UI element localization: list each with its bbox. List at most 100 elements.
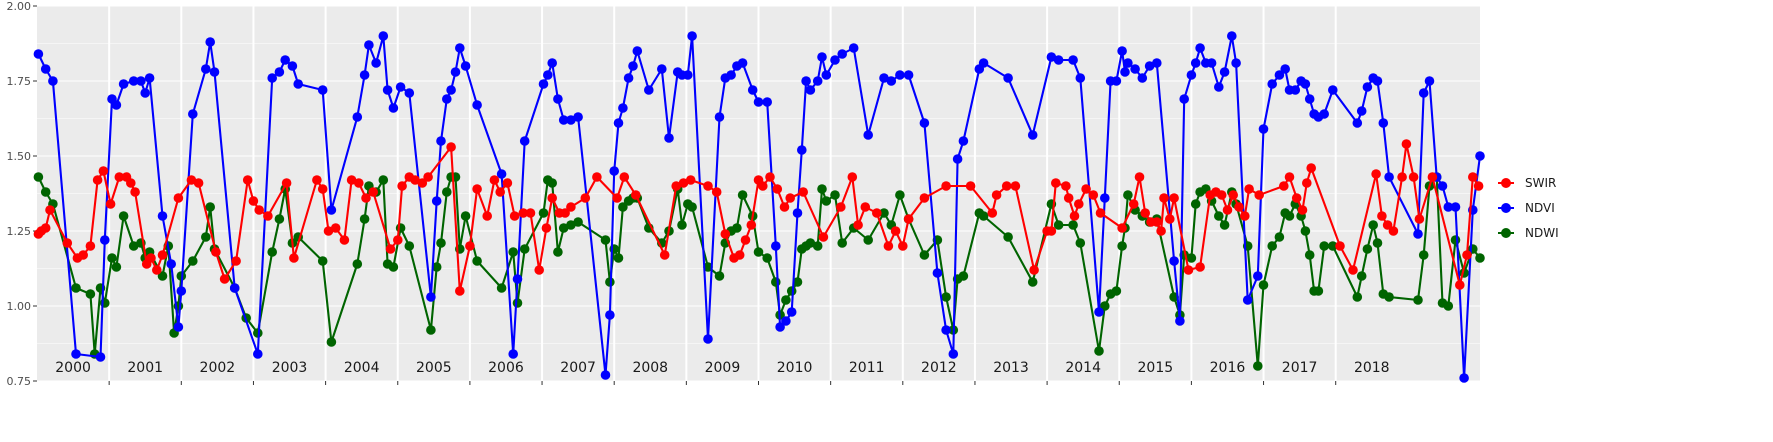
legend-item-ndwi: NDWI — [1498, 226, 1559, 240]
data-point-ndvi — [274, 67, 285, 77]
data-point-ndwi — [359, 214, 370, 224]
data-point-ndvi — [460, 61, 471, 71]
data-point-swir — [173, 193, 184, 203]
data-point-ndvi — [1267, 79, 1277, 89]
series-ndvi — [33, 31, 1485, 383]
data-point-swir — [560, 208, 570, 218]
data-point-swir — [92, 175, 103, 185]
data-point-swir — [1169, 193, 1179, 203]
data-point-swir — [114, 172, 125, 182]
data-point-swir — [779, 202, 790, 212]
data-point-ndvi — [775, 322, 785, 332]
data-point-swir — [1455, 280, 1465, 290]
data-point-ndwi — [33, 172, 44, 182]
data-point-swir — [1061, 181, 1071, 191]
year-label-2000: 2000 — [55, 360, 91, 376]
data-point-ndwi — [460, 211, 471, 221]
data-point-ndvi — [753, 97, 764, 107]
data-point-ndvi — [1424, 76, 1435, 86]
data-point-ndvi — [326, 205, 337, 215]
data-point-swir — [193, 178, 204, 188]
data-point-ndvi — [762, 97, 772, 107]
data-point-swir — [1284, 172, 1295, 182]
data-point-ndwi — [252, 328, 263, 338]
data-point-swir — [157, 250, 168, 260]
data-point-ndwi — [1418, 250, 1429, 260]
data-point-swir — [580, 193, 591, 203]
data-point-swir — [965, 181, 976, 191]
data-point-ndwi — [1003, 232, 1013, 242]
data-point-swir — [1468, 172, 1478, 182]
data-point-swir — [1427, 172, 1438, 182]
legend-label: SWIR — [1525, 176, 1556, 190]
data-point-ndvi — [519, 136, 530, 146]
data-point-swir — [423, 172, 433, 182]
data-point-swir — [1165, 214, 1175, 224]
data-point-ndvi — [496, 169, 507, 179]
data-point-ndwi — [1190, 199, 1201, 209]
data-point-ndvi — [395, 82, 406, 92]
data-point-swir — [146, 253, 156, 263]
data-point-ndwi — [326, 337, 337, 347]
data-point-swir — [502, 178, 513, 188]
data-point-ndwi — [1253, 361, 1263, 371]
data-point-swir — [785, 193, 795, 203]
data-point-swir — [417, 178, 428, 188]
data-point-swir — [1081, 184, 1091, 194]
data-point-ndvi — [1356, 106, 1367, 116]
data-point-swir — [1254, 190, 1264, 200]
data-point-ndwi — [821, 196, 832, 206]
data-point-swir — [1010, 181, 1021, 191]
data-point-swir — [860, 202, 871, 212]
data-point-ndvi — [1027, 130, 1038, 140]
data-point-swir — [525, 208, 536, 218]
data-point-ndwi — [1186, 253, 1197, 263]
data-point-ndvi — [747, 85, 758, 95]
data-point-ndvi — [1300, 79, 1311, 89]
data-point-swir — [254, 205, 264, 215]
data-point-ndvi — [157, 211, 168, 221]
data-point-ndvi — [1319, 109, 1329, 119]
data-point-swir — [126, 178, 136, 188]
data-point-ndwi — [395, 223, 406, 233]
data-point-ndwi — [677, 220, 687, 230]
data-point-swir — [1397, 172, 1407, 182]
data-point-ndwi — [1258, 280, 1269, 290]
data-point-ndvi — [805, 85, 816, 95]
legend-label: NDVI — [1525, 201, 1555, 215]
data-point-swir — [1134, 172, 1145, 182]
data-point-ndvi — [280, 55, 291, 65]
data-point-swir — [758, 181, 768, 191]
legend-key-dot — [1501, 178, 1511, 188]
data-point-ndvi — [1137, 73, 1148, 83]
data-point-ndvi — [1328, 85, 1338, 95]
data-point-ndwi — [1475, 253, 1485, 263]
series-layer — [33, 31, 1485, 383]
data-point-swir — [903, 214, 914, 224]
data-point-ndvi — [111, 100, 122, 110]
data-point-ndvi — [201, 64, 211, 74]
data-point-swir — [78, 250, 88, 260]
data-point-swir — [361, 193, 371, 203]
data-point-swir — [1228, 190, 1238, 200]
data-point-ndvi — [1053, 55, 1064, 65]
data-point-ndvi — [895, 70, 905, 80]
data-point-ndvi — [714, 112, 725, 122]
data-point-ndwi — [1450, 235, 1461, 245]
data-point-swir — [263, 211, 273, 221]
data-point-ndwi — [573, 217, 583, 227]
data-point-ndvi — [903, 70, 914, 80]
data-point-swir — [1088, 190, 1099, 200]
data-point-swir — [890, 226, 901, 236]
data-point-ndwi — [792, 277, 803, 287]
data-point-swir — [1222, 205, 1233, 215]
data-point-ndvi — [1231, 58, 1241, 68]
data-point-ndvi — [1352, 118, 1363, 128]
data-point-ndvi — [600, 370, 611, 380]
year-label-2010: 2010 — [777, 360, 813, 376]
legend: SWIR NDVI NDWI — [1498, 176, 1559, 240]
data-point-ndvi — [1258, 124, 1269, 134]
data-point-swir — [592, 172, 602, 182]
data-point-ndvi — [136, 76, 146, 86]
